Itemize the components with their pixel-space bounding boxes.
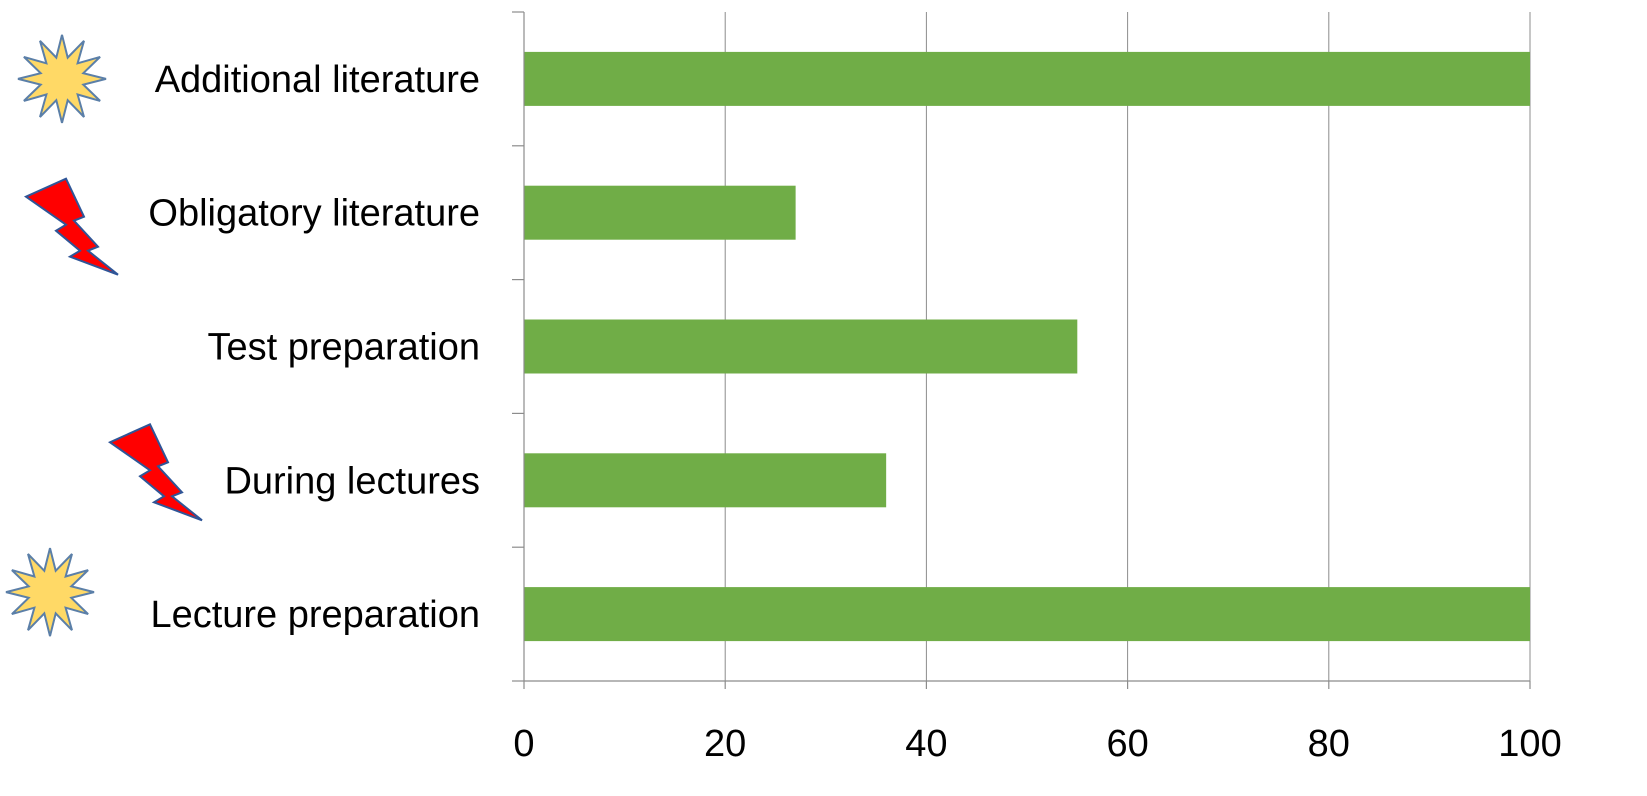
bar-obligatory-literature xyxy=(524,185,796,240)
lightning-icon xyxy=(23,177,119,276)
category-labels: Additional literature Obligatory literatu… xyxy=(148,59,480,636)
category-label: During lectures xyxy=(224,460,480,502)
bar-test-preparation xyxy=(524,319,1078,374)
x-tick-label: 0 xyxy=(513,723,534,765)
starburst-icon xyxy=(17,34,107,124)
bar-lecture-preparation xyxy=(524,587,1530,642)
category-label: Lecture preparation xyxy=(150,594,480,636)
starburst-icon xyxy=(5,547,95,637)
x-tick-label: 40 xyxy=(905,723,947,765)
x-tick-label: 80 xyxy=(1308,723,1350,765)
x-tick-label: 60 xyxy=(1106,723,1148,765)
x-tick-labels: 0 20 40 60 80 100 xyxy=(513,723,1561,765)
category-label: Test preparation xyxy=(208,327,481,369)
category-label: Obligatory literature xyxy=(148,193,480,235)
x-tick-label: 20 xyxy=(704,723,746,765)
bar-during-lectures xyxy=(524,453,887,508)
bar-additional-literature xyxy=(524,51,1530,106)
lightning-icon xyxy=(107,422,203,522)
category-label: Additional literature xyxy=(155,59,480,101)
bars xyxy=(524,51,1530,642)
x-tick-label: 100 xyxy=(1498,723,1561,765)
category-icons xyxy=(5,34,203,637)
gridlines xyxy=(724,12,1531,681)
axes xyxy=(512,11,1531,689)
